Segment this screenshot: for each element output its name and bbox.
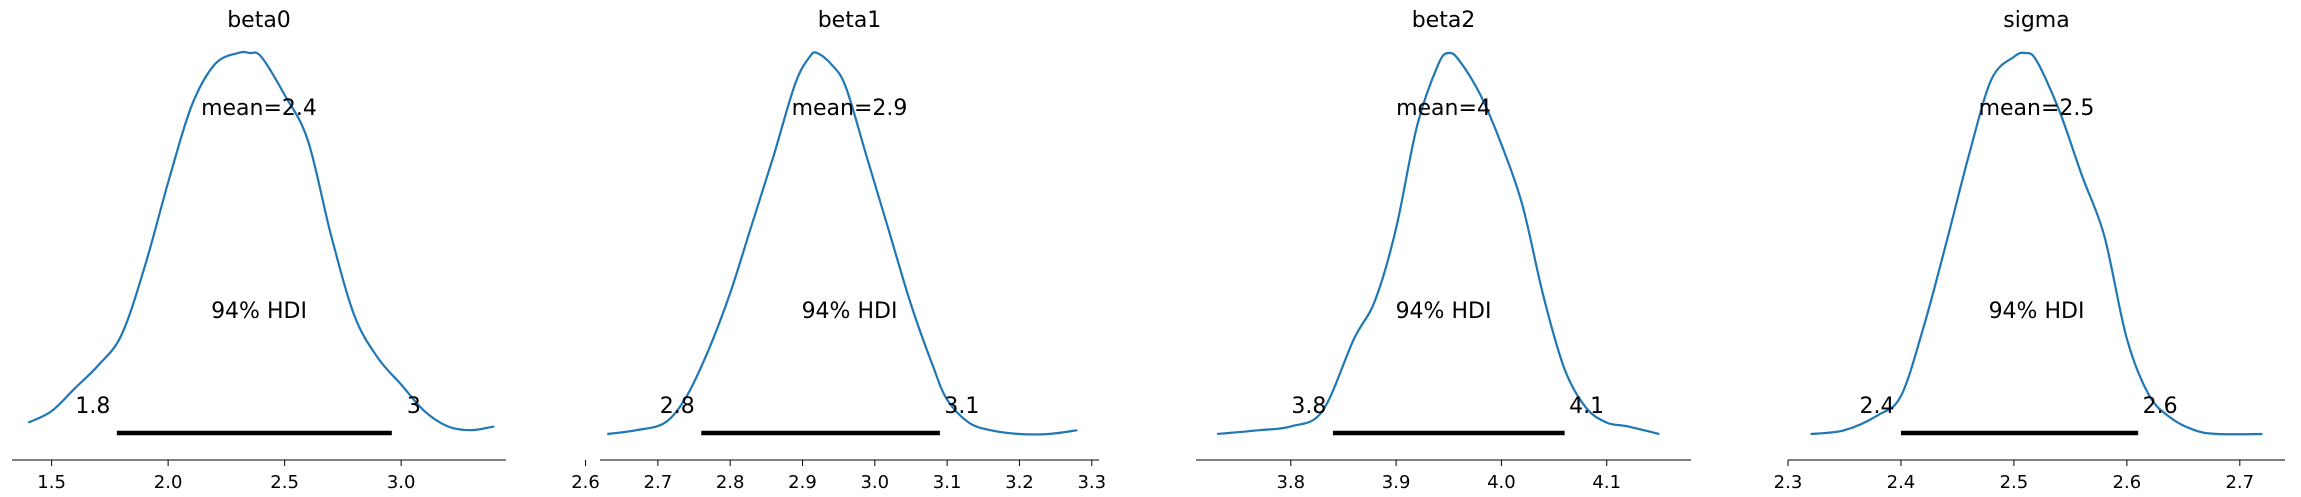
mean-label: mean=4 (1396, 96, 1491, 121)
x-tick-label: 3.0 (860, 472, 889, 493)
x-tick-label: 2.5 (270, 472, 299, 493)
hdi-low-label: 1.8 (75, 394, 110, 419)
x-tick-label: 2.3 (1774, 472, 1803, 493)
panel-title: beta0 (227, 8, 291, 33)
x-tick-label: 1.5 (37, 472, 66, 493)
panel-title: beta1 (818, 8, 882, 33)
x-tick-label: 2.7 (644, 472, 673, 493)
mean-label: mean=2.9 (792, 96, 908, 121)
hdi-label: 94% HDI (1396, 299, 1492, 324)
x-tick-label: 3.0 (387, 472, 416, 493)
x-tick-label: 3.8 (1276, 472, 1305, 493)
x-tick-label: 3.2 (1005, 472, 1034, 493)
hdi-high-label: 3 (407, 394, 421, 419)
x-tick-label: 3.3 (1077, 472, 1106, 493)
density-curve (1810, 51, 2263, 436)
hdi-label: 94% HDI (802, 299, 898, 324)
density-curve (1217, 51, 1660, 436)
mean-label: mean=2.4 (201, 96, 317, 121)
x-tick-label: 2.0 (154, 472, 183, 493)
hdi-low-label: 2.8 (660, 394, 695, 419)
panel-title: sigma (2003, 8, 2069, 33)
x-tick-label: 3.1 (933, 472, 962, 493)
hdi-high-label: 3.1 (944, 394, 979, 419)
hdi-label: 94% HDI (211, 299, 307, 324)
hdi-label: 94% HDI (1989, 299, 2085, 324)
x-tick-label: 2.5 (2000, 472, 2029, 493)
x-tick-label: 2.7 (2225, 472, 2254, 493)
x-tick-label: 2.9 (788, 472, 817, 493)
hdi-high-label: 2.6 (2143, 394, 2178, 419)
panel-title: beta2 (1412, 8, 1476, 33)
hdi-high-label: 4.1 (1569, 394, 1604, 419)
x-tick-label: 2.6 (2113, 472, 2142, 493)
density-curve (607, 51, 1078, 436)
x-tick-label: 2.8 (716, 472, 745, 493)
x-tick-label: 2.4 (1887, 472, 1916, 493)
hdi-low-label: 2.4 (1859, 394, 1894, 419)
x-tick-label: 4.1 (1592, 472, 1621, 493)
hdi-low-label: 3.8 (1291, 394, 1326, 419)
density-curve (27, 50, 495, 432)
x-tick-label: 2.6 (571, 472, 600, 493)
mean-label: mean=2.5 (1979, 96, 2095, 121)
x-tick-label: 4.0 (1487, 472, 1516, 493)
x-tick-label: 3.9 (1382, 472, 1411, 493)
